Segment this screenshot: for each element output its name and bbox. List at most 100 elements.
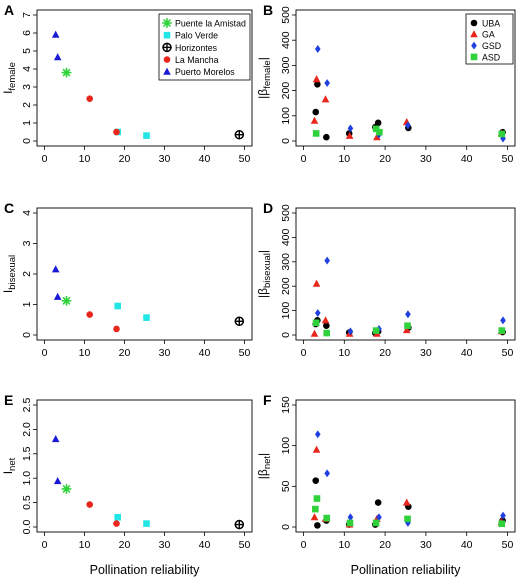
x-tick-label: 40 xyxy=(199,539,211,551)
legend-entry: Puente la Amistad xyxy=(162,17,246,29)
y-tick-label: 100 xyxy=(280,107,292,125)
y-tick-label: 6 xyxy=(21,30,33,36)
series-uba xyxy=(312,81,506,141)
data-point xyxy=(51,435,60,443)
plot-frame xyxy=(295,207,516,341)
data-point xyxy=(313,495,321,502)
data-point xyxy=(143,132,150,139)
y-tick-label: 200 xyxy=(280,277,292,295)
x-tick-label: 40 xyxy=(461,347,473,359)
x-tick-label: 0 xyxy=(301,347,307,359)
series-puerto-morelos xyxy=(51,435,62,485)
data-point xyxy=(312,477,320,484)
y-axis-label: Inet xyxy=(1,457,18,474)
y-tick-label: 150 xyxy=(280,396,292,414)
data-point xyxy=(405,518,411,527)
data-point xyxy=(314,309,321,317)
x-tick-label: 30 xyxy=(420,153,432,165)
y-tick-label: 0.5 xyxy=(21,495,33,510)
x-tick-label: 10 xyxy=(79,539,91,551)
y-tick-label: 400 xyxy=(280,228,292,246)
data-point xyxy=(312,505,319,513)
y-tick-label: 200 xyxy=(280,82,292,100)
x-tick-label: 40 xyxy=(199,347,211,359)
data-point xyxy=(405,310,411,319)
legend-label: Puerto Morelos xyxy=(175,67,235,77)
x-tick-label: 50 xyxy=(502,153,514,165)
plot-frame xyxy=(36,9,253,147)
x-tick-label: 30 xyxy=(159,347,171,359)
legend-marker xyxy=(162,17,172,29)
data-point xyxy=(347,124,354,133)
data-point xyxy=(114,302,121,310)
series-gsd xyxy=(314,256,506,336)
data-point xyxy=(51,30,60,38)
series-horizontes xyxy=(234,129,245,140)
data-point xyxy=(143,314,150,321)
data-point xyxy=(405,121,411,130)
x-tick-label: 20 xyxy=(119,539,131,551)
x-tick-label: 10 xyxy=(338,153,350,165)
legend-marker xyxy=(470,30,478,38)
x-tick-label: 30 xyxy=(159,153,171,165)
data-point xyxy=(323,322,330,330)
y-tick-label: 100 xyxy=(280,302,292,320)
data-point xyxy=(324,79,330,87)
plot-frame xyxy=(295,9,516,147)
y-tick-label: 0 xyxy=(21,138,33,144)
panel-label: F xyxy=(263,392,272,408)
y-tick-label: 1.0 xyxy=(21,471,33,486)
legend-entry: Puerto Morelos xyxy=(163,67,235,77)
legend-box xyxy=(158,13,251,81)
data-point xyxy=(500,316,506,325)
x-tick-label: 20 xyxy=(119,153,131,165)
y-tick-label: 0 xyxy=(280,332,292,338)
legend-entry: GSD xyxy=(471,41,501,51)
data-point xyxy=(53,477,62,485)
data-point xyxy=(86,95,93,102)
data-point xyxy=(86,311,93,318)
series-horizontes xyxy=(234,316,245,327)
series-horizontes xyxy=(234,519,245,530)
y-tick-label: 2.0 xyxy=(21,422,33,437)
data-point xyxy=(347,327,354,336)
data-point xyxy=(234,519,245,530)
legend-entry: UBA xyxy=(470,18,500,28)
series-la-mancha xyxy=(86,311,120,333)
y-tick-label: 5 xyxy=(21,48,33,54)
series-puerto-morelos xyxy=(51,30,62,61)
data-point xyxy=(312,319,320,327)
y-tick-label: 3 xyxy=(21,240,33,246)
data-point xyxy=(314,522,321,529)
x-tick-label: 0 xyxy=(301,539,307,551)
data-point xyxy=(310,116,319,124)
y-tick-label: 300 xyxy=(280,56,292,74)
legend-entry: Palo Verde xyxy=(163,31,218,41)
y-axis-label: |βnet| xyxy=(256,453,273,479)
data-point xyxy=(500,511,506,520)
x-tick-label: 10 xyxy=(79,347,91,359)
panel-e: E 0 10 20 30 40 50 0.0 0.5 1.0 1.5 2.0 2.5 Inet Pollin… xyxy=(1,392,253,577)
data-point xyxy=(498,130,506,138)
series-asd xyxy=(312,319,506,337)
data-point xyxy=(86,501,93,508)
x-tick-label: 0 xyxy=(42,347,48,359)
data-point xyxy=(113,520,120,527)
x-tick-label: 40 xyxy=(199,153,211,165)
data-point xyxy=(324,256,330,265)
panel-b: B0 10 20 30 40 500100200300400500|βfemale|UBA… xyxy=(256,2,516,165)
y-tick-label: 300 xyxy=(280,253,292,271)
x-tick-label: 10 xyxy=(338,347,350,359)
data-point xyxy=(314,430,321,439)
data-point xyxy=(312,445,321,453)
x-tick-label: 50 xyxy=(239,539,251,551)
data-point xyxy=(61,483,72,494)
legend-label: Puente la Amistad xyxy=(175,18,246,28)
plot-frame xyxy=(295,399,516,533)
x-tick-label: 30 xyxy=(420,539,432,551)
data-point xyxy=(314,45,321,53)
x-tick-label: 20 xyxy=(379,153,391,165)
